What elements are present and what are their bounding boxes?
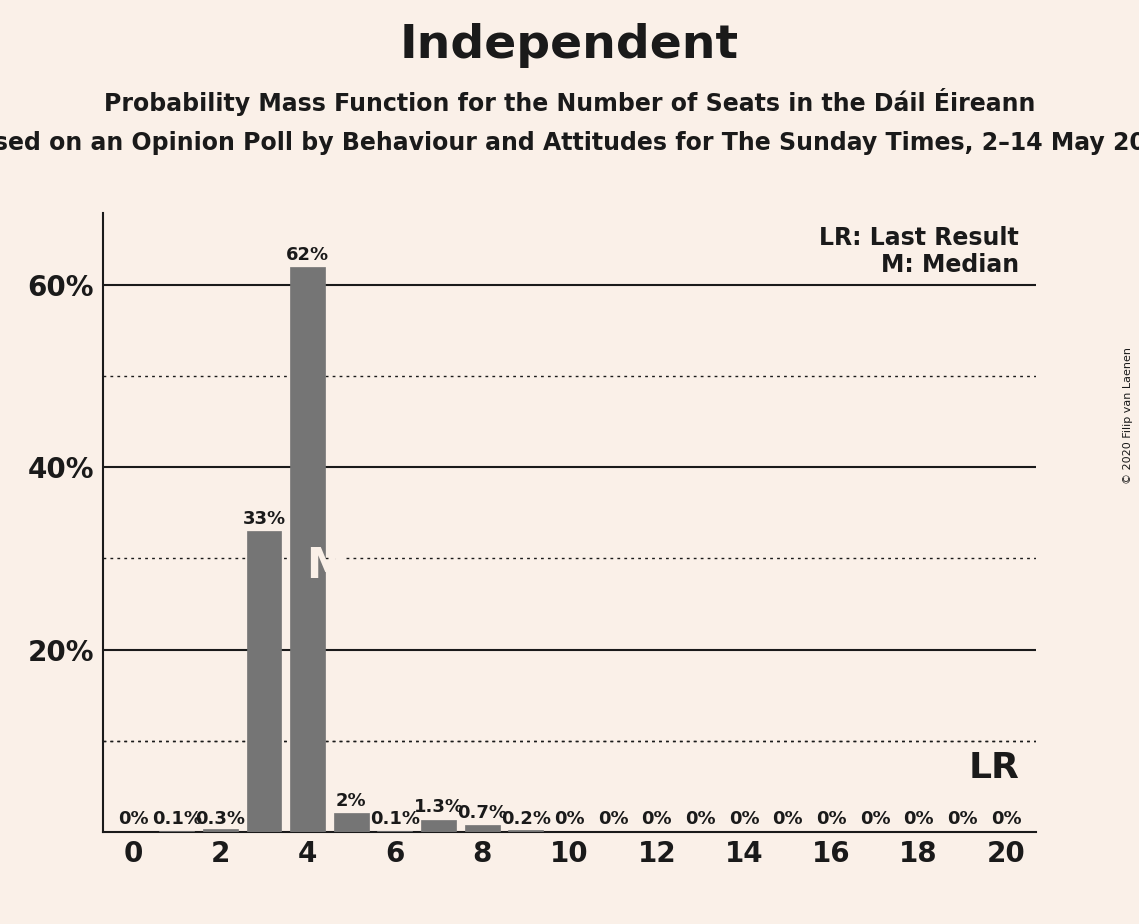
Text: 0.2%: 0.2% bbox=[501, 810, 551, 828]
Text: 62%: 62% bbox=[286, 246, 329, 263]
Text: Probability Mass Function for the Number of Seats in the Dáil Éireann: Probability Mass Function for the Number… bbox=[104, 88, 1035, 116]
Bar bbox=[203, 829, 238, 832]
Text: 0%: 0% bbox=[641, 810, 672, 828]
Text: 0%: 0% bbox=[860, 810, 891, 828]
Text: 0.3%: 0.3% bbox=[196, 810, 245, 828]
Text: 0.1%: 0.1% bbox=[151, 810, 202, 828]
Bar bbox=[290, 267, 325, 832]
Text: M: M bbox=[306, 545, 349, 588]
Text: 0%: 0% bbox=[598, 810, 629, 828]
Bar bbox=[508, 830, 543, 832]
Text: 0%: 0% bbox=[991, 810, 1022, 828]
Text: 0.7%: 0.7% bbox=[457, 804, 507, 821]
Text: 0%: 0% bbox=[903, 810, 934, 828]
Bar bbox=[246, 531, 281, 832]
Text: LR: Last Result: LR: Last Result bbox=[819, 226, 1019, 250]
Text: 0%: 0% bbox=[729, 810, 760, 828]
Text: LR: LR bbox=[968, 751, 1019, 785]
Text: 0%: 0% bbox=[555, 810, 584, 828]
Text: © 2020 Filip van Laenen: © 2020 Filip van Laenen bbox=[1123, 347, 1133, 484]
Text: 0%: 0% bbox=[117, 810, 148, 828]
Text: M: Median: M: Median bbox=[880, 253, 1019, 277]
Bar bbox=[334, 813, 369, 832]
Text: 0%: 0% bbox=[686, 810, 715, 828]
Text: 33%: 33% bbox=[243, 509, 286, 528]
Bar bbox=[465, 825, 500, 832]
Text: Independent: Independent bbox=[400, 23, 739, 68]
Text: 1.3%: 1.3% bbox=[413, 798, 464, 816]
Text: Based on an Opinion Poll by Behaviour and Attitudes for The Sunday Times, 2–14 M: Based on an Opinion Poll by Behaviour an… bbox=[0, 131, 1139, 155]
Text: 0.1%: 0.1% bbox=[370, 810, 420, 828]
Text: 0%: 0% bbox=[947, 810, 977, 828]
Text: 0%: 0% bbox=[816, 810, 846, 828]
Text: 2%: 2% bbox=[336, 792, 367, 809]
Bar bbox=[421, 820, 456, 832]
Text: 0%: 0% bbox=[772, 810, 803, 828]
